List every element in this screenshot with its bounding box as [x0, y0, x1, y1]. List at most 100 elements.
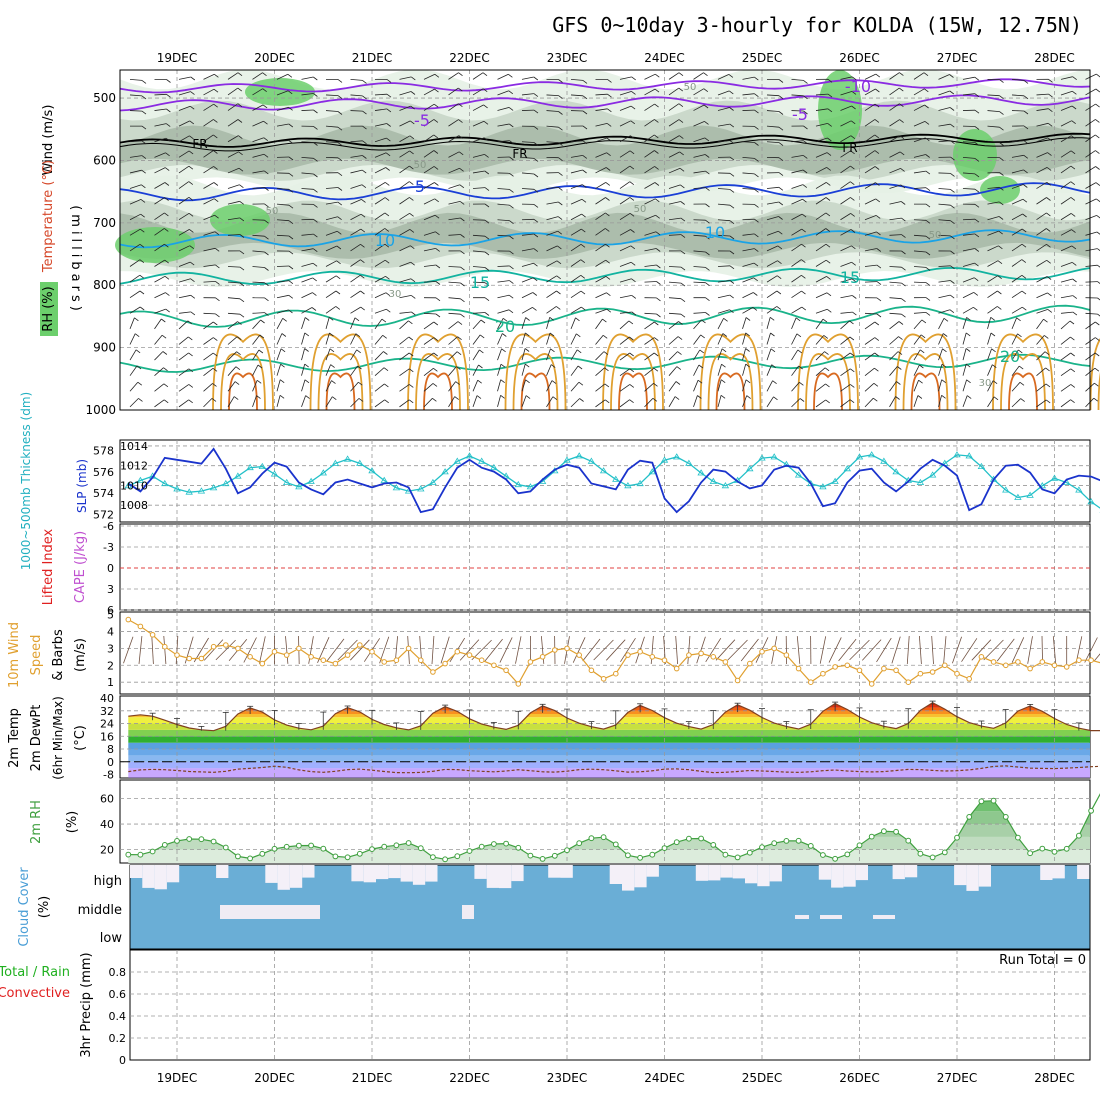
- upper-wind-barb-flag: [900, 168, 905, 172]
- upper-wind-barb-flag: [482, 72, 488, 77]
- cloud-high-cell: [769, 865, 782, 882]
- upper-wind-barb: [423, 88, 435, 96]
- upper-wind-barb-flag: [360, 213, 366, 218]
- upper-wind-barb-flag: [1070, 150, 1076, 155]
- wind10m-marker: [661, 657, 668, 664]
- wind10m-marker: [625, 652, 631, 658]
- upper-wind-barb-flag: [139, 290, 145, 295]
- upper-wind-barb: [399, 245, 411, 252]
- y-tick-label: 0: [107, 562, 114, 575]
- top-date-label: 28DEC: [1034, 51, 1074, 65]
- upper-wind-barb-flag: [925, 137, 930, 142]
- upper-wind-barb: [472, 104, 484, 111]
- upper-wind-barb-flag: [239, 217, 245, 222]
- upper-wind-barb-flag: [630, 120, 636, 125]
- upper-wind-barb: [766, 141, 780, 143]
- upper-wind-barb-flag: [139, 243, 145, 248]
- upper-wind-barb-flag: [974, 233, 980, 238]
- upper-wind-barb: [178, 399, 189, 408]
- upper-wind-barb-flag: [704, 154, 710, 158]
- upper-wind-barb: [595, 292, 607, 299]
- upper-wind-barb-flag: [484, 235, 490, 240]
- rh2m-marker: [820, 852, 826, 858]
- bottom-date-label: 26DEC: [839, 1071, 879, 1085]
- upper-wind-barb: [374, 292, 387, 299]
- rh2m-marker: [1015, 834, 1021, 841]
- upper-wind-barb-flag: [778, 111, 784, 115]
- upper-wind-barb: [472, 72, 484, 80]
- upper-wind-barb: [889, 135, 901, 143]
- upper-wind-barb-flag: [328, 316, 334, 321]
- upper-wind-barb: [1060, 135, 1072, 143]
- upper-wind-barb: [1036, 318, 1044, 330]
- upper-wind-barb: [717, 318, 724, 330]
- upper-wind-barb: [1085, 88, 1097, 96]
- upper-wind-barb-flag: [312, 277, 317, 282]
- upper-wind-barb: [423, 281, 437, 283]
- y-tick-label: 1014: [120, 440, 148, 453]
- upper-wind-barb: [374, 383, 385, 392]
- upper-wind-barb-flag: [630, 135, 635, 140]
- boundary-temp-contour: [707, 353, 754, 411]
- upper-wind-barb: [301, 233, 314, 236]
- upper-wind-barb: [619, 311, 632, 314]
- upper-wind-barb-flag: [803, 140, 808, 145]
- upper-wind-barb-flag: [778, 172, 784, 176]
- upper-wind-barb-flag: [802, 198, 807, 203]
- upper-wind-barb-flag: [992, 380, 998, 385]
- upper-wind-barb: [448, 281, 461, 284]
- upper-wind-barb-flag: [140, 213, 145, 218]
- upper-wind-barb-flag: [386, 308, 391, 313]
- upper-wind-barb-flag: [237, 103, 243, 108]
- upper-wind-barb-flag: [851, 278, 857, 283]
- wind10m-barb: [431, 635, 435, 665]
- upper-wind-barb-flag: [288, 156, 294, 161]
- upper-wind-barb-flag: [678, 321, 683, 325]
- upper-wind-barb: [448, 72, 459, 80]
- upper-wind-barb-flag: [1046, 197, 1051, 201]
- upper-wind-barb-flag: [997, 260, 1003, 265]
- upper-wind-barb: [791, 333, 798, 345]
- upper-wind-barb: [815, 243, 827, 252]
- upper-wind-barb-flag: [189, 245, 195, 250]
- upper-wind-barb-flag: [876, 248, 882, 252]
- upper-wind-barb-flag: [921, 319, 927, 324]
- upper-wind-barb: [546, 306, 557, 314]
- upper-wind-barb: [1011, 243, 1023, 252]
- upper-wind-barb-flag: [795, 317, 801, 322]
- upper-wind-barb-flag: [288, 172, 294, 177]
- upper-wind-barb: [938, 294, 951, 299]
- cloud-high-cell: [511, 865, 524, 882]
- upper-wind-barb-flag: [408, 399, 414, 404]
- upper-wind-barb: [423, 214, 436, 221]
- upper-wind-barb: [619, 320, 630, 330]
- upper-wind-barb-flag: [213, 119, 218, 123]
- upper-wind-barb: [815, 123, 828, 127]
- upper-wind-barb-flag: [606, 308, 612, 313]
- upper-wind-barb-flag: [164, 259, 169, 264]
- upper-wind-barb: [448, 351, 458, 361]
- upper-wind-barb: [227, 87, 239, 96]
- upper-wind-barb: [448, 321, 459, 330]
- upper-wind-barb-flag: [705, 297, 710, 302]
- wind10m-barb: [1027, 636, 1033, 664]
- upper-wind-barb: [448, 381, 456, 392]
- upper-wind-barb-flag: [796, 333, 802, 338]
- contour-label: 5: [415, 177, 425, 196]
- upper-wind-barb-flag: [605, 228, 610, 232]
- upper-wind-barb-flag: [189, 135, 194, 140]
- upper-wind-barb-flag: [652, 397, 658, 402]
- upper-wind-barb: [987, 332, 992, 345]
- upper-wind-barb-flag: [705, 203, 710, 208]
- upper-wind-barb: [546, 201, 559, 205]
- upper-wind-barb-flag: [237, 119, 243, 123]
- upper-wind-barb: [889, 396, 896, 408]
- upper-wind-barb-flag: [190, 294, 196, 299]
- rh2m-marker: [308, 842, 315, 849]
- upper-wind-barb: [399, 278, 412, 283]
- upper-wind-barb: [350, 349, 358, 361]
- upper-wind-barb: [227, 167, 240, 174]
- upper-wind-barb: [448, 396, 456, 408]
- upper-wind-barb: [227, 396, 235, 408]
- y-tick-label: 800: [93, 278, 116, 292]
